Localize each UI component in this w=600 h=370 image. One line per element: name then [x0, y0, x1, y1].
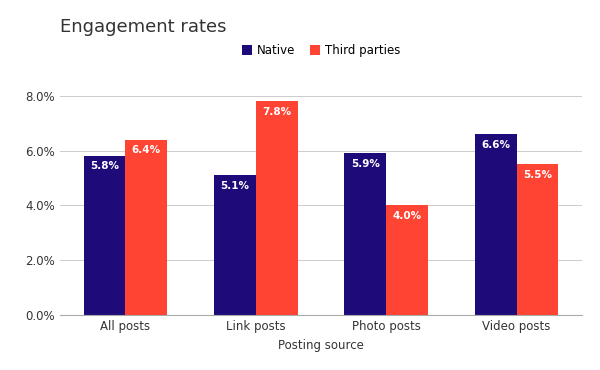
- Bar: [84, 156, 125, 314]
- Bar: [475, 134, 517, 314]
- Text: 7.8%: 7.8%: [262, 107, 291, 117]
- Text: 5.5%: 5.5%: [523, 170, 552, 180]
- Bar: [517, 164, 558, 314]
- Text: 6.6%: 6.6%: [481, 139, 510, 149]
- Text: 4.0%: 4.0%: [392, 211, 422, 221]
- Bar: [256, 101, 298, 314]
- Text: Engagement rates: Engagement rates: [60, 18, 227, 36]
- Bar: [214, 175, 256, 314]
- X-axis label: Posting source: Posting source: [278, 339, 364, 352]
- Bar: [344, 153, 386, 314]
- Text: 5.1%: 5.1%: [220, 181, 250, 191]
- Text: 5.9%: 5.9%: [351, 159, 380, 169]
- Text: 5.8%: 5.8%: [90, 161, 119, 171]
- Bar: [386, 205, 428, 314]
- Legend: Native, Third parties: Native, Third parties: [237, 39, 405, 61]
- Text: 6.4%: 6.4%: [132, 145, 161, 155]
- Bar: [125, 139, 167, 314]
